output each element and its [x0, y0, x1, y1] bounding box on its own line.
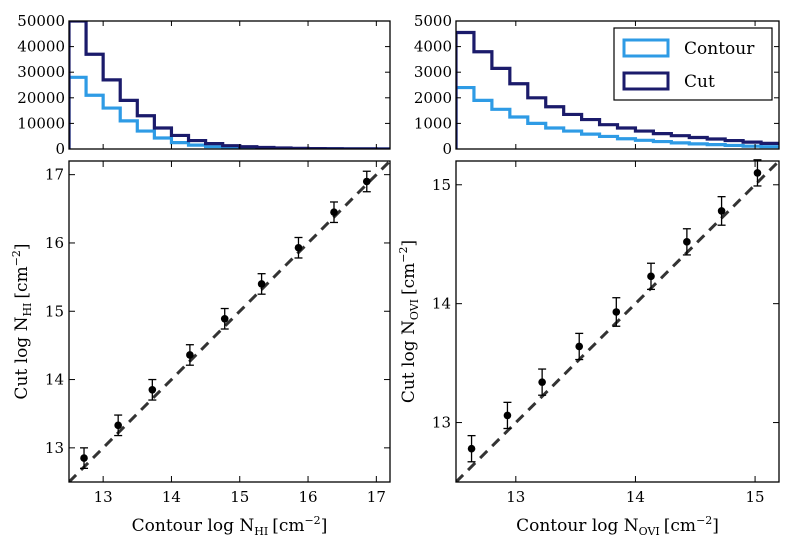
data-point [503, 411, 512, 420]
top-right-histogram: 0 1000 2000 3000 4000 5000 Contour Cut [414, 12, 780, 158]
y-tick-label: 14 [432, 295, 451, 313]
y-tick-label: 17 [45, 166, 64, 184]
x-tick-label: 17 [367, 488, 386, 506]
data-point [612, 308, 621, 316]
plot-frame [455, 160, 780, 483]
y-axis-label-unit: [cm [12, 266, 32, 298]
x-tick-label: 14 [626, 488, 645, 506]
y-axis-label-sup: −2 [10, 250, 23, 266]
y-tick-label: 15 [45, 302, 64, 320]
x-axis-label: Contour log NOVI [cm−2] [516, 514, 719, 538]
y-tick-label: 10000 [17, 114, 65, 132]
data-point [114, 421, 122, 430]
y-axis-label-close: ] [12, 243, 32, 250]
x-axis-label-sup: −2 [696, 514, 712, 527]
y-axis-label-main: Cut log N [399, 320, 419, 403]
x-axis-label-main: Contour log N [132, 516, 255, 536]
x-axis-label-sup: −2 [304, 514, 320, 527]
data-point [294, 243, 303, 252]
y-axis-label-unit: [cm [399, 263, 419, 295]
plot-frame [68, 20, 391, 150]
y-axis-label-main: Cut log N [12, 316, 32, 399]
histogram-series-contour [69, 75, 390, 149]
x-tick-label: 13 [506, 488, 525, 506]
data-point [647, 272, 655, 281]
data-point [330, 208, 338, 217]
y-tick-label: 15 [432, 176, 451, 194]
x-tick-label: 15 [230, 488, 249, 506]
data-point [80, 454, 88, 462]
y-tick-label: 16 [45, 234, 64, 252]
top-left-histogram: 0 10000 20000 30000 40000 50000 [17, 12, 391, 158]
data-point [683, 238, 691, 246]
legend: Contour Cut [613, 27, 773, 101]
one-to-one-dashed-line [69, 161, 390, 482]
x-tick-label: 15 [746, 488, 765, 506]
y-tick-label: 1000 [414, 114, 452, 132]
one-to-one-dashed-line [456, 161, 779, 482]
y-tick-label: 13 [432, 414, 451, 432]
x-axis-label-close: ] [712, 516, 719, 536]
y-tick-label: 20000 [17, 89, 65, 107]
legend-swatch-contour [622, 38, 670, 58]
x-axis-label-sub: OVI [639, 525, 660, 538]
histogram-series-cut [69, 21, 390, 149]
y-axis-label: Cut log NHI [cm−2] [10, 243, 34, 399]
y-tick-label: 50000 [17, 12, 65, 30]
y-tick-label: 5000 [414, 12, 452, 30]
x-axis-label-unit: [cm [664, 516, 696, 536]
data-point [575, 342, 584, 351]
y-tick-label: 40000 [17, 38, 65, 56]
x-axis-label-close: ] [321, 516, 328, 536]
y-axis-label-sub: OVI [408, 299, 421, 320]
x-axis-label: Contour log NHI [cm−2] [132, 514, 328, 538]
y-tick-label: 2000 [414, 89, 452, 107]
plot-frame [68, 160, 391, 483]
legend-label-contour: Contour [684, 39, 755, 59]
y-axis-label: Cut log NOVI [cm−2] [397, 240, 421, 403]
histogram-series-cut [456, 30, 779, 149]
data-point [467, 444, 476, 453]
x-axis-label-sub: HI [254, 525, 268, 538]
y-tick-label: 30000 [17, 63, 65, 81]
data-point [257, 280, 266, 288]
y-tick-label: 0 [55, 140, 65, 158]
x-axis-label-unit: [cm [272, 516, 304, 536]
y-tick-label: 4000 [414, 38, 452, 56]
x-tick-label: 14 [162, 488, 181, 506]
data-point [362, 177, 371, 186]
data-point [186, 351, 194, 359]
legend-swatch-cut [622, 71, 670, 91]
legend-label-cut: Cut [684, 72, 715, 92]
x-tick-label: 13 [94, 488, 113, 506]
y-axis-label-sup: −2 [397, 246, 410, 262]
y-axis-label-close: ] [399, 240, 419, 247]
y-axis-label-sub: HI [21, 303, 34, 317]
y-tick-label: 3000 [414, 63, 452, 81]
data-point [220, 314, 229, 323]
x-tick-label: 16 [298, 488, 317, 506]
x-axis-label-main: Contour log N [516, 516, 639, 536]
histogram-series-contour [456, 85, 779, 149]
y-tick-label: 0 [442, 140, 452, 158]
y-tick-label: 13 [45, 439, 64, 457]
data-point [717, 207, 726, 215]
data-point [538, 378, 546, 386]
plot-frame [455, 20, 780, 150]
data-point [753, 169, 762, 177]
y-tick-label: 14 [45, 371, 64, 389]
data-point [148, 385, 157, 394]
